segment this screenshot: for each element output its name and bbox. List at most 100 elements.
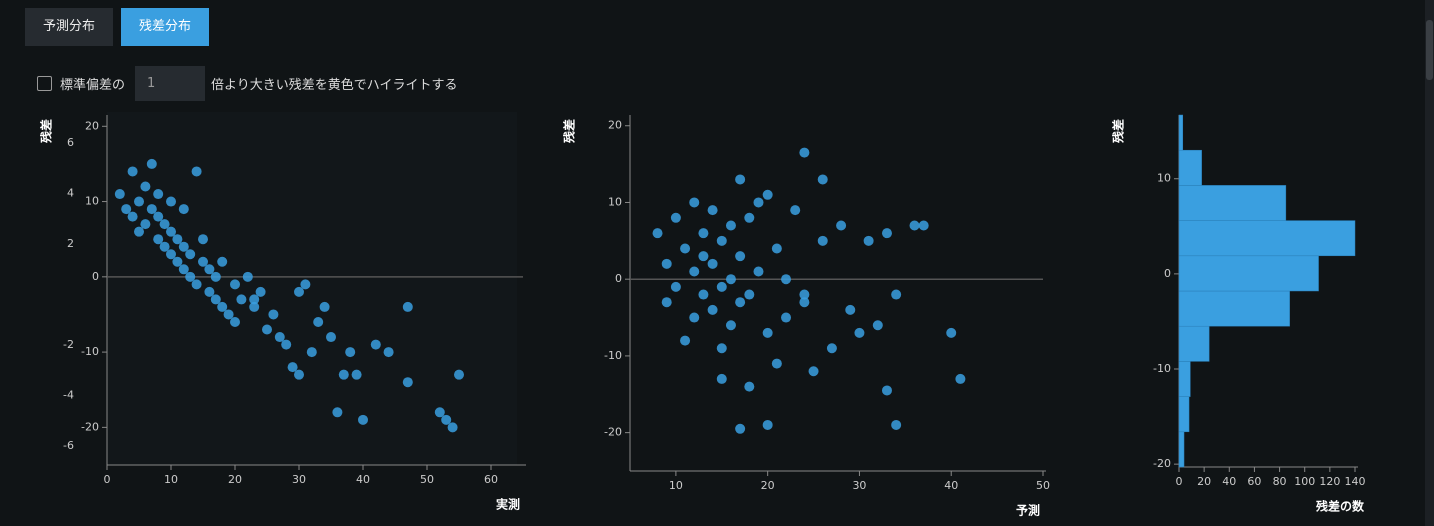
tab-active[interactable]: 残差分布 xyxy=(121,8,209,46)
tab[interactable]: 予測分布 xyxy=(25,8,113,46)
point xyxy=(762,327,773,338)
x-tick-label: 10 xyxy=(164,473,178,486)
point xyxy=(817,174,828,185)
x-tick-label: 40 xyxy=(1222,475,1236,488)
point xyxy=(198,234,208,245)
point xyxy=(294,286,304,297)
point xyxy=(909,220,920,231)
point xyxy=(223,309,234,320)
x-tick-label: 80 xyxy=(1273,475,1287,488)
point xyxy=(817,235,828,246)
point xyxy=(255,286,266,297)
point xyxy=(762,419,773,430)
scroll-thumb[interactable] xyxy=(1426,20,1433,80)
point xyxy=(698,228,709,239)
point xyxy=(735,423,746,434)
point xyxy=(955,373,966,384)
y-tick-label: 10 xyxy=(1157,172,1171,185)
bar xyxy=(1178,220,1356,257)
point xyxy=(652,228,663,239)
point xyxy=(210,271,221,282)
x-tick-label: 60 xyxy=(484,473,498,486)
point xyxy=(191,279,202,290)
point xyxy=(210,294,221,305)
point xyxy=(402,377,413,388)
point xyxy=(771,358,782,369)
point xyxy=(790,205,801,216)
point xyxy=(661,297,672,308)
point xyxy=(383,347,394,358)
point xyxy=(716,343,727,354)
point xyxy=(287,362,298,373)
point xyxy=(762,189,773,200)
point xyxy=(236,294,247,305)
point xyxy=(114,189,125,200)
point xyxy=(242,271,253,282)
point xyxy=(891,289,902,300)
y2-tick-label: -6 xyxy=(63,439,74,452)
point xyxy=(799,147,810,158)
y-tick-label: -10 xyxy=(81,345,99,358)
y-tick-label: -10 xyxy=(604,349,622,362)
point xyxy=(707,258,718,269)
x-tick-label: 20 xyxy=(228,473,242,486)
point xyxy=(744,381,755,392)
y-axis-label: 残差 xyxy=(39,119,54,143)
bar xyxy=(1178,396,1190,433)
bar xyxy=(1178,325,1210,362)
x-tick-label: 40 xyxy=(356,473,370,486)
point xyxy=(345,347,356,358)
point xyxy=(140,181,151,192)
point xyxy=(127,166,138,177)
point xyxy=(881,228,892,239)
point xyxy=(735,297,746,308)
point xyxy=(274,332,285,343)
point xyxy=(836,220,847,231)
checkbox[interactable] xyxy=(37,76,52,91)
point xyxy=(707,304,718,315)
point xyxy=(725,320,736,331)
point xyxy=(294,369,304,380)
scrollbar[interactable] xyxy=(1425,0,1434,526)
y-tick-label: -20 xyxy=(1153,457,1171,470)
point xyxy=(689,312,700,323)
point xyxy=(230,316,240,327)
point xyxy=(166,249,176,260)
point xyxy=(185,249,196,260)
point xyxy=(249,301,260,312)
x-tick-label: 30 xyxy=(292,473,306,486)
point xyxy=(725,220,736,231)
point xyxy=(332,407,343,418)
point xyxy=(159,219,170,230)
point xyxy=(358,414,368,425)
x-tick-label: 140 xyxy=(1345,475,1366,488)
point xyxy=(670,281,681,292)
point xyxy=(204,264,215,275)
point xyxy=(178,241,189,252)
x-tick-label: 50 xyxy=(1036,479,1050,492)
point xyxy=(306,347,317,358)
y-tick-label: -20 xyxy=(604,426,622,439)
x-tick-label: 20 xyxy=(1197,475,1211,488)
bar xyxy=(1178,255,1319,292)
point xyxy=(689,197,700,208)
bar xyxy=(1178,431,1185,468)
y2-tick-label: 2 xyxy=(67,237,74,250)
point xyxy=(680,243,691,254)
point xyxy=(326,332,336,343)
point xyxy=(826,343,837,354)
y2-tick-label: -4 xyxy=(63,389,74,402)
point xyxy=(946,327,957,338)
point xyxy=(134,196,144,207)
y-axis-label: 残差 xyxy=(1111,119,1126,143)
bar xyxy=(1178,114,1184,151)
point xyxy=(153,211,164,222)
point xyxy=(249,294,260,305)
point xyxy=(230,279,240,290)
checkbox-label: 倍より大きい残差を黄色でハイライトする xyxy=(211,78,458,93)
point xyxy=(863,235,874,246)
sigma-input[interactable]: 1 xyxy=(135,66,205,101)
point xyxy=(121,204,132,215)
point xyxy=(725,274,736,285)
